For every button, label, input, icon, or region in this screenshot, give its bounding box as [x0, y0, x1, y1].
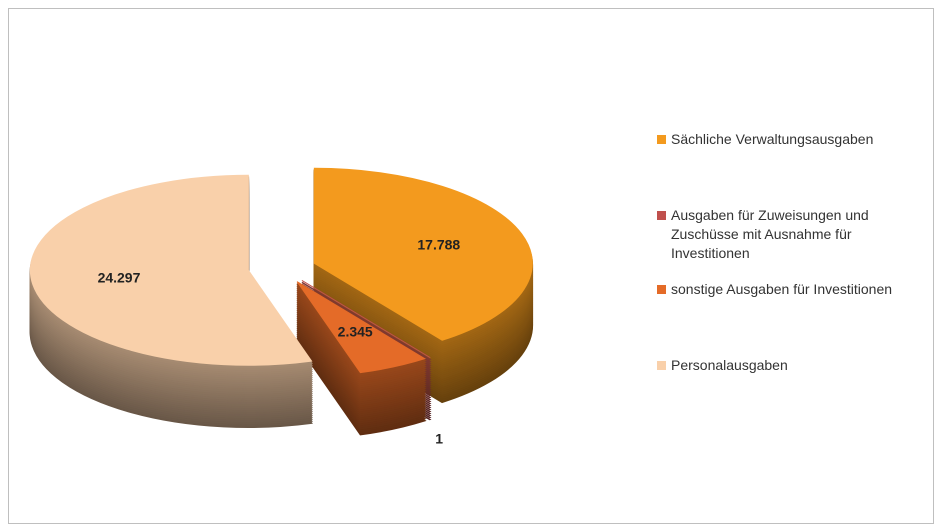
slice-side	[301, 281, 432, 361]
data-label: 1	[435, 431, 443, 447]
slice	[301, 279, 431, 358]
legend-item: Sächliche Verwaltungsausgaben	[657, 130, 873, 149]
legend-label: Personalausgaben	[671, 357, 788, 373]
legend-swatch	[657, 285, 666, 294]
legend-swatch	[657, 135, 666, 144]
data-label: 2.345	[338, 323, 373, 339]
legend-label: Sächliche Verwaltungsausgaben	[671, 131, 874, 147]
slice	[296, 281, 427, 374]
legend-item: Personalausgaben	[657, 356, 788, 375]
legend-item: sonstige Ausgaben für Investitionen	[657, 280, 892, 299]
legend-swatch	[657, 211, 666, 220]
legend-label: sonstige Ausgaben für Investitionen	[671, 281, 893, 297]
data-label: 17.788	[417, 236, 460, 252]
chart-frame	[8, 8, 934, 524]
legend-swatch	[657, 361, 666, 370]
legend-item: Ausgaben für Zuweisungen und Zuschüsse m…	[657, 206, 906, 263]
slice	[29, 174, 313, 366]
legend-label: Ausgaben für Zuweisungen und Zuschüsse m…	[671, 207, 869, 261]
data-label: 24.297	[98, 269, 141, 285]
slice	[313, 167, 533, 341]
